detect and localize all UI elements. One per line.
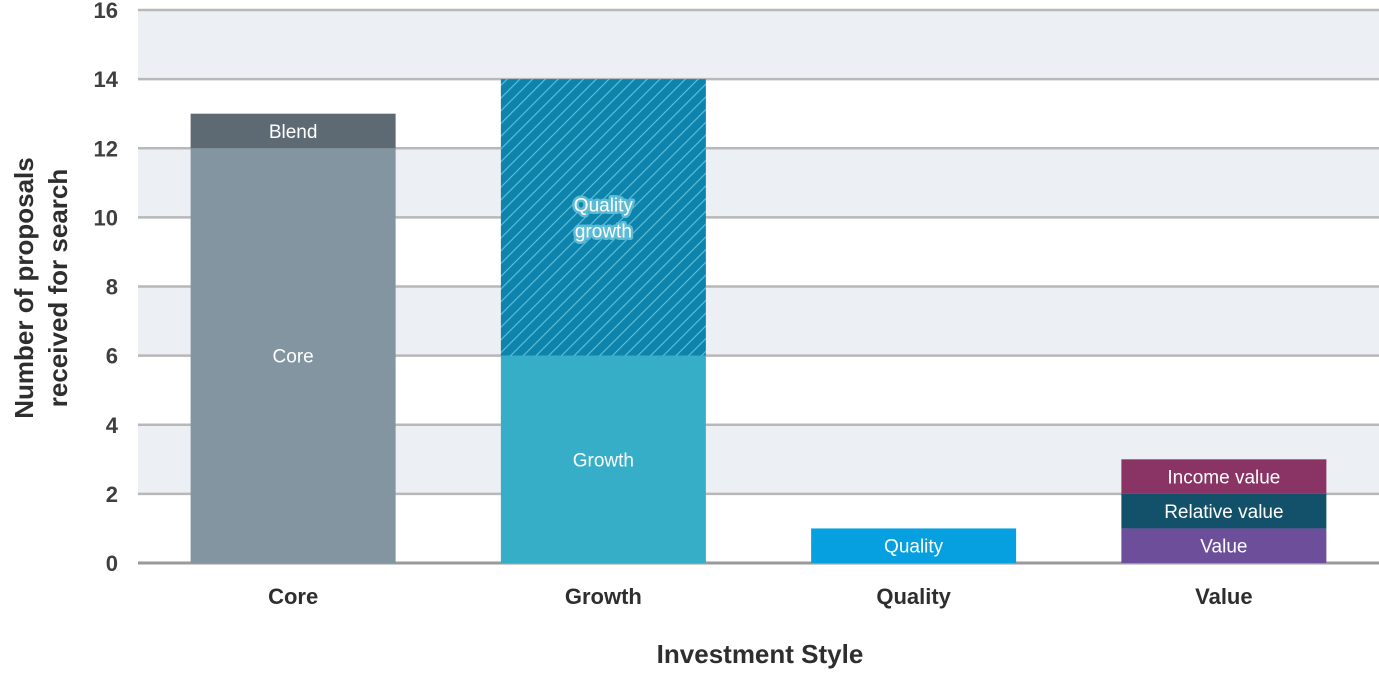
segment-label: Income value xyxy=(1167,468,1280,489)
bar-segment xyxy=(811,528,1017,563)
y-tick-label: 4 xyxy=(106,413,119,438)
bars: Core Blend Growth Quality growth Quality Value… xyxy=(190,79,1327,563)
bar-stack-value: Value Relative value Income value xyxy=(1121,459,1327,563)
y-tick-label: 0 xyxy=(106,551,118,576)
segment-label: growth xyxy=(575,221,632,242)
bar-segment xyxy=(1121,459,1327,494)
x-category-label: Core xyxy=(268,584,318,609)
segment-label: Growth xyxy=(573,450,634,471)
background-bands xyxy=(138,10,1379,494)
y-tick-labels: 0 2 4 6 8 10 12 14 16 xyxy=(94,0,119,576)
x-category-label: Quality xyxy=(876,584,951,609)
x-axis-title: Investment Style xyxy=(657,639,864,669)
bar-segment xyxy=(500,79,706,356)
y-axis-title-line: received for search xyxy=(43,169,73,407)
x-category-label: Growth xyxy=(565,584,642,609)
y-tick-label: 10 xyxy=(94,205,118,230)
y-tick-label: 16 xyxy=(94,0,118,23)
y-axis-title-line: Number of proposals xyxy=(9,157,39,418)
bar-stack-core: Core Blend xyxy=(190,113,396,563)
bar-segment xyxy=(190,148,396,563)
x-category-label: Value xyxy=(1195,584,1252,609)
y-tick-label: 2 xyxy=(106,482,118,507)
y-tick-label: 12 xyxy=(94,136,118,161)
bar-segment xyxy=(1121,493,1327,529)
segment-label: Quality xyxy=(574,195,634,216)
segment-label: Blend xyxy=(269,122,318,143)
bar-segment xyxy=(500,355,706,563)
segment-label: Quality xyxy=(884,537,944,558)
bar-stack-growth: Growth Quality growth xyxy=(500,79,706,563)
background-band xyxy=(138,10,1379,80)
x-category-labels: Core Growth Quality Value xyxy=(268,584,1253,609)
bar-stack-quality: Quality xyxy=(811,528,1017,563)
segment-label: Value xyxy=(1200,537,1247,558)
y-tick-label: 8 xyxy=(106,275,118,300)
bar-segment xyxy=(1121,528,1327,563)
y-tick-label: 6 xyxy=(106,344,118,369)
bar-segment xyxy=(190,113,396,149)
segment-label: Core xyxy=(273,347,314,368)
y-tick-label: 14 xyxy=(94,67,119,92)
segment-label: Relative value xyxy=(1164,502,1283,523)
